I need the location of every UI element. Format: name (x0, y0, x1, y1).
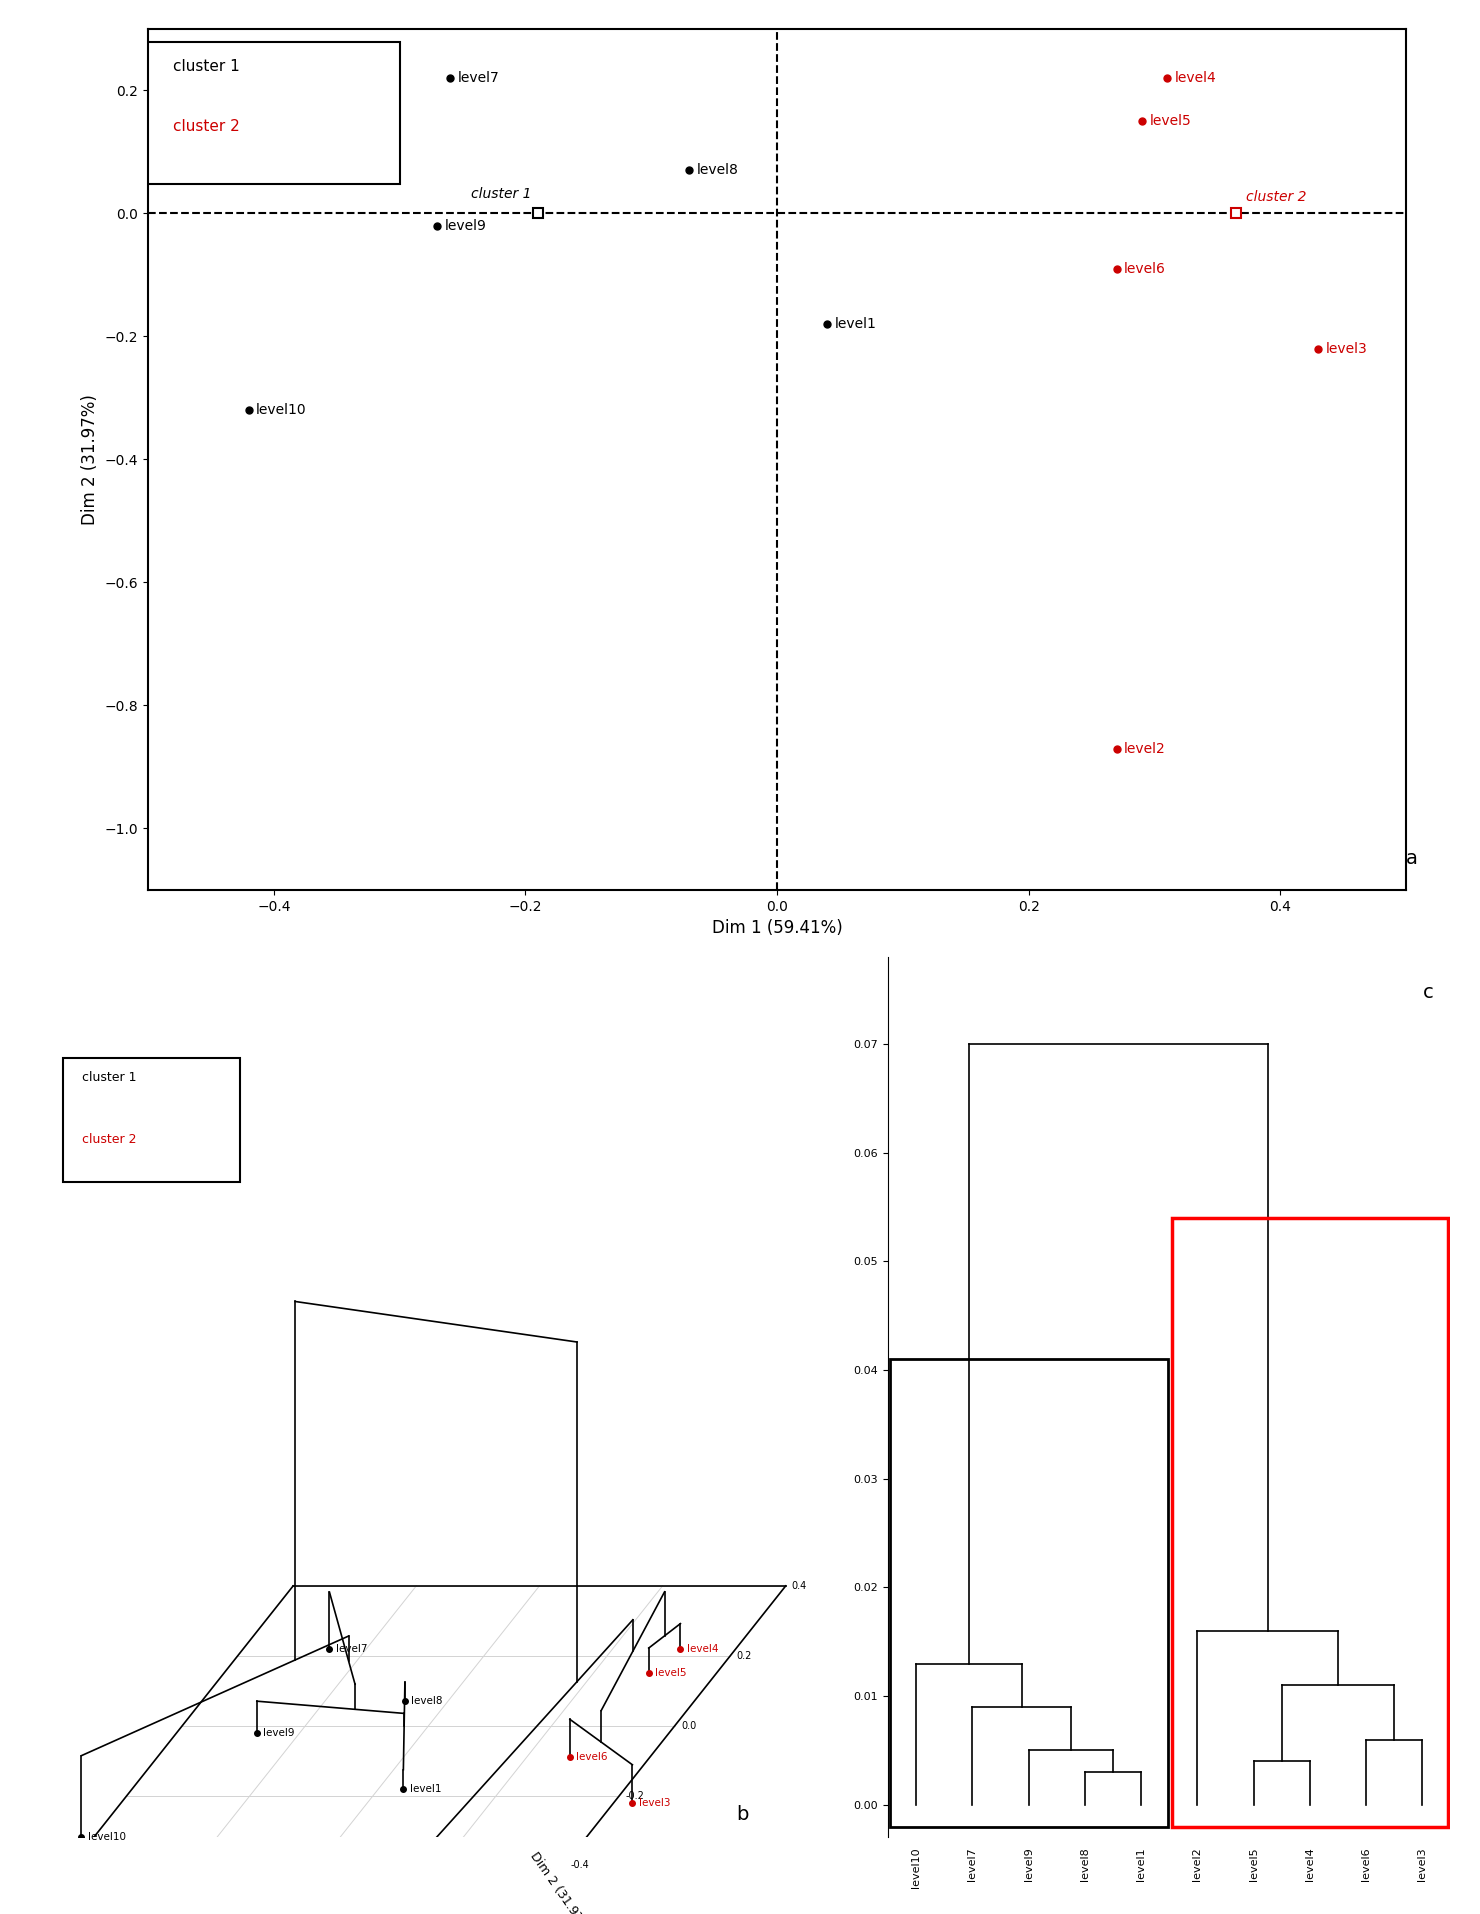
Text: level9: level9 (445, 218, 487, 234)
Text: cluster 1: cluster 1 (173, 59, 240, 75)
Text: Dim 2 (31.97%): Dim 2 (31.97%) (527, 1851, 595, 1914)
Text: level8: level8 (697, 163, 739, 178)
Text: level3: level3 (1326, 341, 1368, 356)
X-axis label: Dim 1 (59.41%): Dim 1 (59.41%) (712, 919, 842, 938)
Text: cluster 2: cluster 2 (173, 119, 240, 134)
Text: 0.0: 0.0 (681, 1721, 696, 1730)
Text: level9: level9 (263, 1728, 295, 1738)
Text: level4: level4 (687, 1644, 718, 1654)
Text: cluster 2: cluster 2 (83, 1133, 136, 1146)
Text: level4: level4 (1175, 71, 1217, 84)
Text: level8: level8 (411, 1696, 443, 1705)
Text: -0.2: -0.2 (626, 1790, 644, 1801)
Text: -0.4: -0.4 (570, 1860, 589, 1870)
Text: 0.2: 0.2 (737, 1650, 752, 1661)
Text: b: b (737, 1805, 749, 1824)
Text: level5: level5 (654, 1669, 687, 1679)
Text: level3: level3 (638, 1797, 670, 1807)
Text: level6: level6 (576, 1751, 608, 1763)
Text: level2: level2 (1125, 741, 1166, 756)
Text: level10: level10 (87, 1832, 126, 1843)
Text: level5: level5 (1150, 115, 1191, 128)
Text: level1: level1 (410, 1784, 441, 1793)
Text: level1: level1 (835, 318, 876, 331)
Text: level7: level7 (336, 1644, 367, 1654)
Y-axis label: Dim 2 (31.97%): Dim 2 (31.97%) (81, 394, 99, 524)
Text: c: c (1422, 984, 1434, 1003)
Text: cluster 2: cluster 2 (1246, 189, 1307, 205)
Text: 0.4: 0.4 (792, 1581, 807, 1591)
Text: level10: level10 (256, 404, 306, 417)
Text: level6: level6 (1125, 262, 1166, 276)
FancyBboxPatch shape (148, 42, 400, 184)
Text: level7: level7 (457, 71, 499, 84)
Text: cluster 1: cluster 1 (83, 1072, 136, 1085)
FancyBboxPatch shape (64, 1058, 240, 1181)
Text: a: a (1406, 850, 1418, 869)
Text: cluster 1: cluster 1 (471, 188, 531, 201)
